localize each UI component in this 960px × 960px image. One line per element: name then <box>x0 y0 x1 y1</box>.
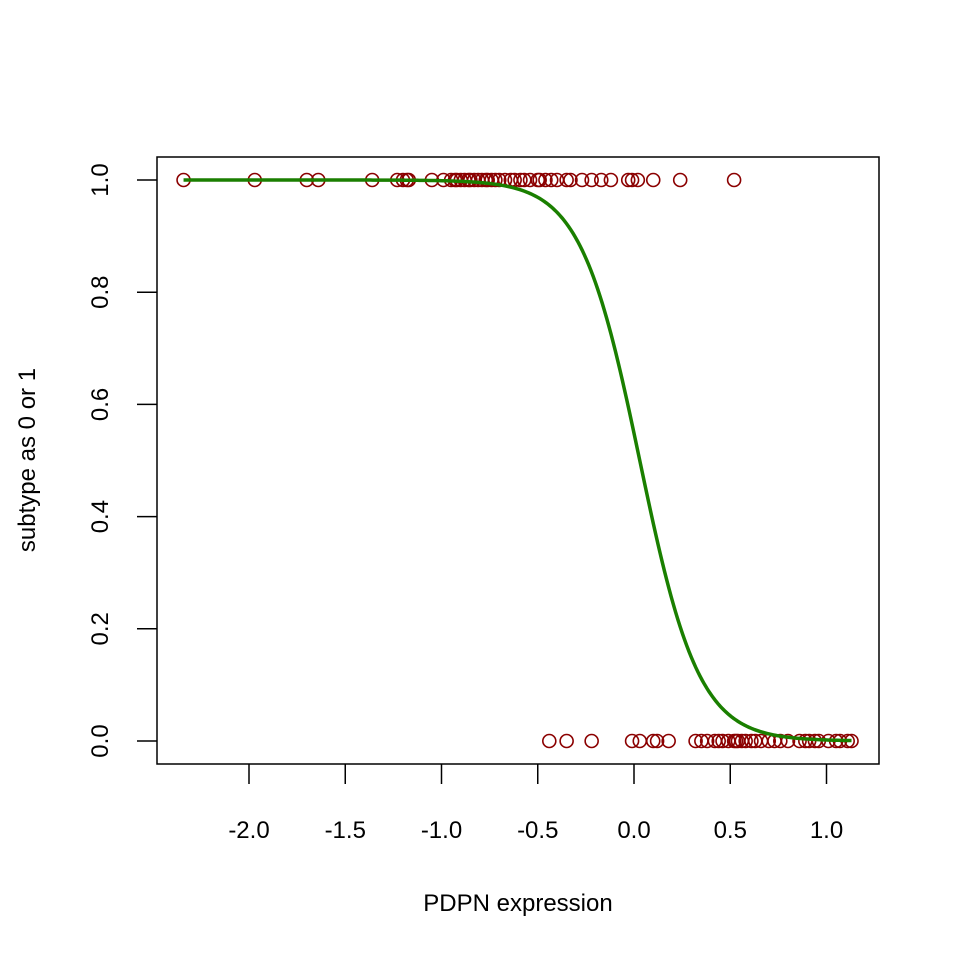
data-point <box>541 733 557 749</box>
data-point <box>661 733 676 749</box>
y-tick-label: 1.0 <box>87 163 114 196</box>
x-tick-label: 1.0 <box>810 817 843 844</box>
x-axis: -2.0 -1.5 -1.0 -0.5 0.0 0.5 1.0 <box>228 764 843 844</box>
data-point <box>620 172 636 188</box>
data-point <box>559 172 574 188</box>
data-point <box>632 733 648 749</box>
data-point <box>645 172 661 188</box>
x-tick-label: 0.5 <box>714 817 747 844</box>
data-point <box>744 733 759 749</box>
x-tick-label: -1.5 <box>325 817 366 844</box>
x-tick-label: -1.0 <box>421 817 462 844</box>
data-point <box>593 172 609 188</box>
data-point <box>699 733 715 749</box>
data-point <box>726 172 742 188</box>
data-point <box>538 172 553 188</box>
y-tick-label: 0.2 <box>87 612 114 645</box>
data-point <box>624 733 640 749</box>
logistic-fit-curve <box>183 178 852 743</box>
y-axis: 0.0 0.2 0.4 0.6 0.8 1.0 <box>87 163 157 758</box>
y-axis-title: subtype as 0 or 1 <box>14 368 41 552</box>
data-points <box>176 172 859 749</box>
data-point <box>792 733 807 749</box>
data-point <box>480 172 496 188</box>
data-point <box>574 172 590 188</box>
data-point <box>584 733 599 749</box>
data-point <box>543 172 559 188</box>
x-tick-label: -0.5 <box>517 817 558 844</box>
data-point <box>711 733 727 749</box>
x-axis-title: PDPN expression <box>423 890 612 917</box>
data-point <box>780 733 796 749</box>
data-point <box>624 172 640 188</box>
y-tick-label: 0.8 <box>87 276 114 309</box>
x-tick-label: 0.0 <box>617 817 650 844</box>
plot-frame <box>156 156 880 765</box>
data-point <box>688 733 703 749</box>
data-point <box>738 733 753 749</box>
data-point <box>584 172 599 188</box>
data-point <box>488 172 503 188</box>
data-point <box>563 172 578 188</box>
data-point <box>559 733 574 749</box>
y-tick-label: 0.0 <box>87 724 114 757</box>
data-point <box>513 172 528 188</box>
data-point <box>649 733 665 749</box>
data-point <box>645 733 661 749</box>
data-point <box>603 172 619 188</box>
y-tick-label: 0.4 <box>87 500 114 533</box>
data-point <box>532 172 547 188</box>
x-tick-label: -2.0 <box>228 817 269 844</box>
data-point <box>522 172 538 188</box>
y-tick-label: 0.6 <box>87 388 114 421</box>
data-point <box>630 172 646 188</box>
data-point <box>672 172 688 188</box>
